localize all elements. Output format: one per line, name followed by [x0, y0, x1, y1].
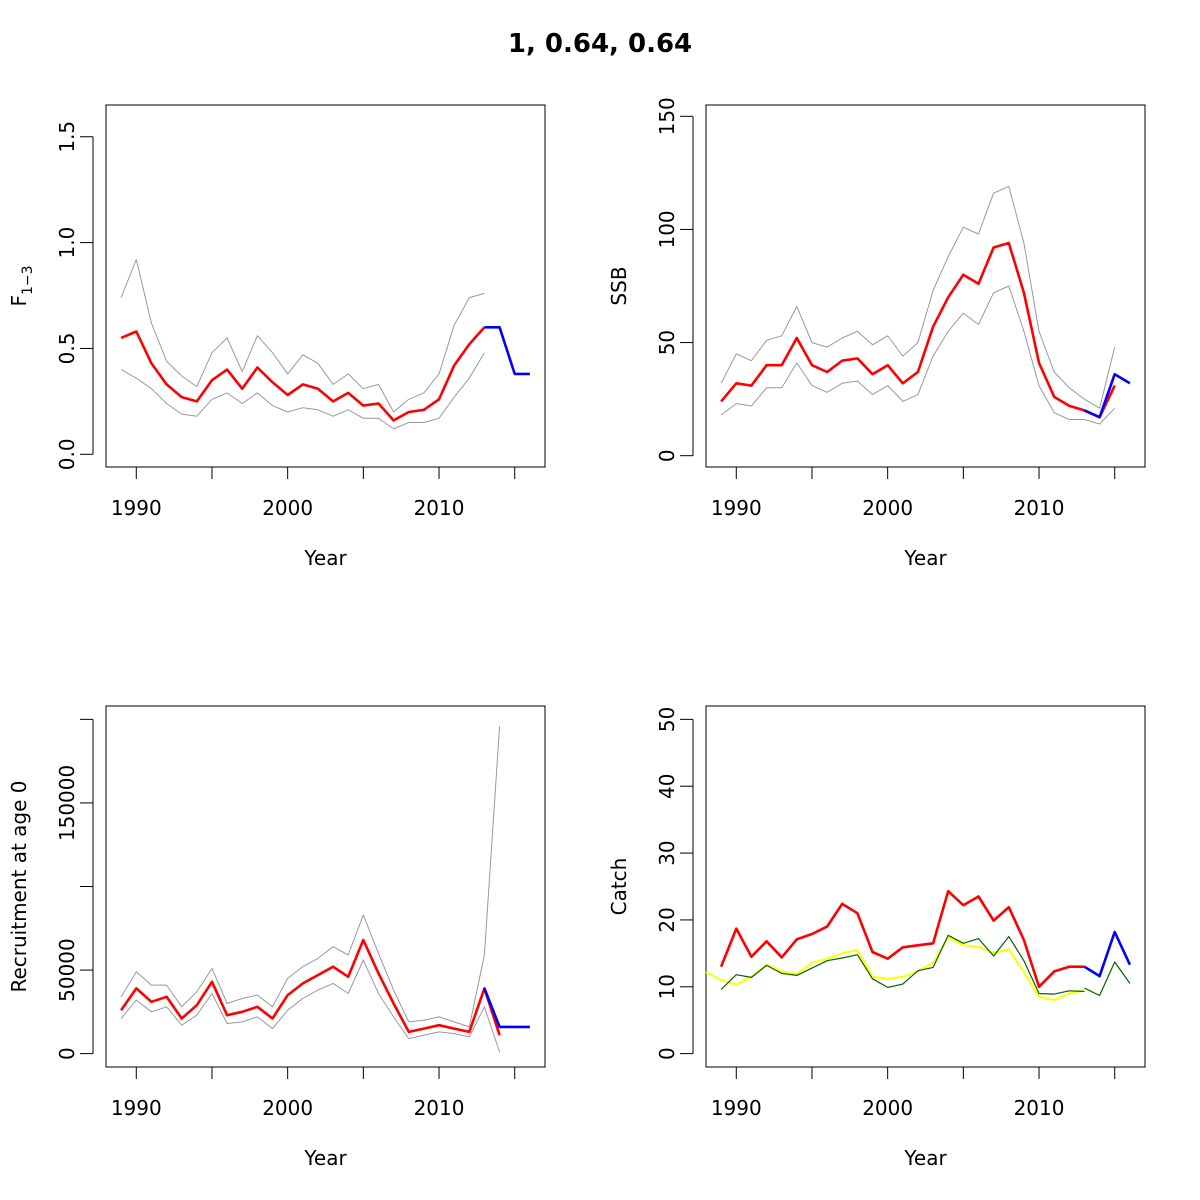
- series-line-forecast: [1083, 372, 1131, 419]
- panel-recruitment: 1990 2000 2010 0 50000 150000 Year Recruitment …: [7, 705, 546, 1170]
- x-tick-label: 2000: [862, 496, 913, 520]
- series-line-estimate: [120, 938, 501, 1036]
- y-tick-label: 40: [655, 773, 679, 798]
- x-tick-label: 2010: [414, 1096, 465, 1120]
- y-tick-label: 50000: [55, 938, 79, 1002]
- y-axis-title: Catch: [607, 858, 631, 916]
- series-line-estimate: [719, 889, 1085, 989]
- y-tick-label: 0: [655, 1047, 679, 1060]
- page-title: 1, 0.64, 0.64: [508, 29, 692, 59]
- y-tick-label: 150000: [55, 765, 79, 841]
- y-tick-label: 50: [655, 330, 679, 355]
- series-line-forecast: [484, 325, 530, 376]
- series-line-forecast: [483, 987, 530, 1029]
- series-line-ci: [120, 259, 485, 413]
- x-tick-label: 2010: [1014, 1096, 1065, 1120]
- y-axis-title-subscript: 1−3: [20, 265, 36, 295]
- y-tick-label: 20: [655, 907, 679, 932]
- x-tick-label: 2000: [262, 496, 313, 520]
- x-tick-label: 2010: [414, 496, 465, 520]
- panel-catch: 1990 2000 2010 0 10 20 30 40 50 Year Catch: [607, 705, 1146, 1170]
- x-tick-label: 2000: [862, 1096, 913, 1120]
- panel-f: 1990 2000 2010 0.0 0.5 1.0 1.5 Year F1−3: [7, 104, 546, 570]
- y-tick-label: 0: [655, 449, 679, 462]
- plot-frame: [705, 104, 1146, 468]
- y-tick-label: 1.5: [55, 121, 79, 153]
- y-tick-label: 1.0: [55, 227, 79, 259]
- y-tick-label: 10: [655, 974, 679, 999]
- x-axis-title: Year: [303, 546, 347, 570]
- x-tick-label: 1990: [111, 496, 162, 520]
- series-line-ci: [720, 185, 1116, 409]
- series-line-obs_green: [1084, 961, 1131, 997]
- series-line-ci: [120, 959, 501, 1053]
- series-line-forecast: [1083, 930, 1132, 978]
- y-axis-title: SSB: [607, 266, 631, 305]
- y-tick-label: 0: [55, 1047, 79, 1060]
- x-tick-label: 1990: [711, 1096, 762, 1120]
- x-axis-title: Year: [903, 546, 947, 570]
- y-axis-title: F1−3: [7, 265, 36, 306]
- series-line-ci: [720, 285, 1116, 425]
- y-tick-label: 50: [655, 707, 679, 732]
- x-tick-label: 1990: [111, 1096, 162, 1120]
- series-line-estimate: [720, 241, 1116, 419]
- series-line-obs_yellow: [705, 936, 1085, 1002]
- series-line-obs_green: [720, 934, 1085, 995]
- plot-frame: [705, 705, 1146, 1068]
- x-tick-label: 2000: [262, 1096, 313, 1120]
- y-tick-label: 100: [655, 210, 679, 248]
- x-axis-title: Year: [303, 1146, 347, 1170]
- y-tick-label: 150: [655, 97, 679, 135]
- series-line-estimate: [120, 326, 486, 422]
- y-tick-label: 30: [655, 840, 679, 865]
- y-tick-label: 0.0: [55, 438, 79, 470]
- x-tick-label: 2010: [1014, 496, 1065, 520]
- series-line-ci: [120, 352, 485, 430]
- panel-ssb: 1990 2000 2010 0 50 100 150 Year SSB: [607, 97, 1146, 570]
- x-tick-label: 1990: [711, 496, 762, 520]
- y-axis-title: Recruitment at age 0: [7, 780, 31, 992]
- y-tick-label: 0.5: [55, 333, 79, 365]
- series-line-ci: [120, 726, 501, 1028]
- x-axis-title: Year: [903, 1146, 947, 1170]
